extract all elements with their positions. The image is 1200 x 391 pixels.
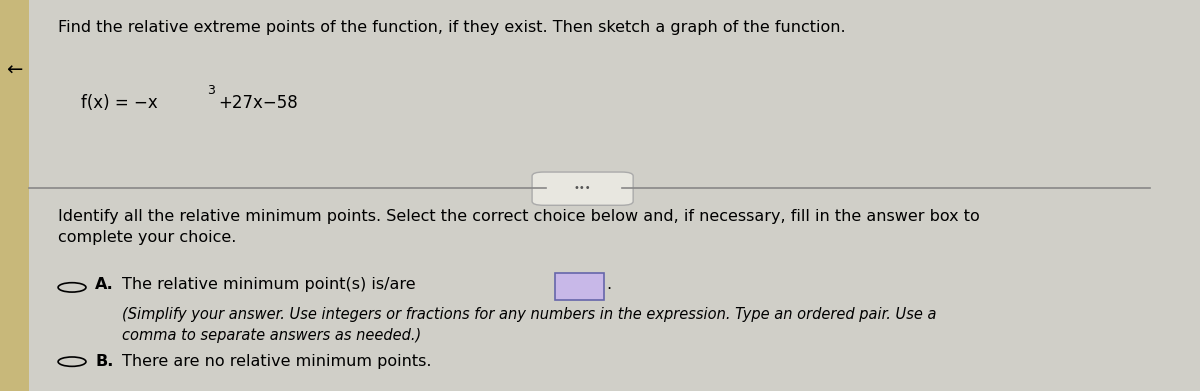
Text: The relative minimum point(s) is/are: The relative minimum point(s) is/are: [122, 277, 415, 292]
Text: B.: B.: [95, 354, 114, 369]
Text: 3: 3: [206, 84, 215, 97]
Text: +27x−58: +27x−58: [218, 94, 298, 112]
Text: Identify all the relative minimum points. Select the correct choice below and, i: Identify all the relative minimum points…: [58, 209, 980, 245]
FancyBboxPatch shape: [0, 0, 29, 391]
Text: (Simplify your answer. Use integers or fractions for any numbers in the expressi: (Simplify your answer. Use integers or f…: [122, 307, 936, 343]
Text: Find the relative extreme points of the function, if they exist. Then sketch a g: Find the relative extreme points of the …: [58, 20, 846, 34]
Text: .: .: [606, 277, 612, 292]
Text: ←: ←: [6, 61, 22, 80]
FancyBboxPatch shape: [532, 172, 634, 205]
FancyBboxPatch shape: [556, 273, 604, 300]
Text: A.: A.: [95, 277, 114, 292]
Text: •••: •••: [574, 183, 590, 194]
Text: There are no relative minimum points.: There are no relative minimum points.: [122, 354, 432, 369]
Text: f(x) = −x: f(x) = −x: [82, 94, 158, 112]
